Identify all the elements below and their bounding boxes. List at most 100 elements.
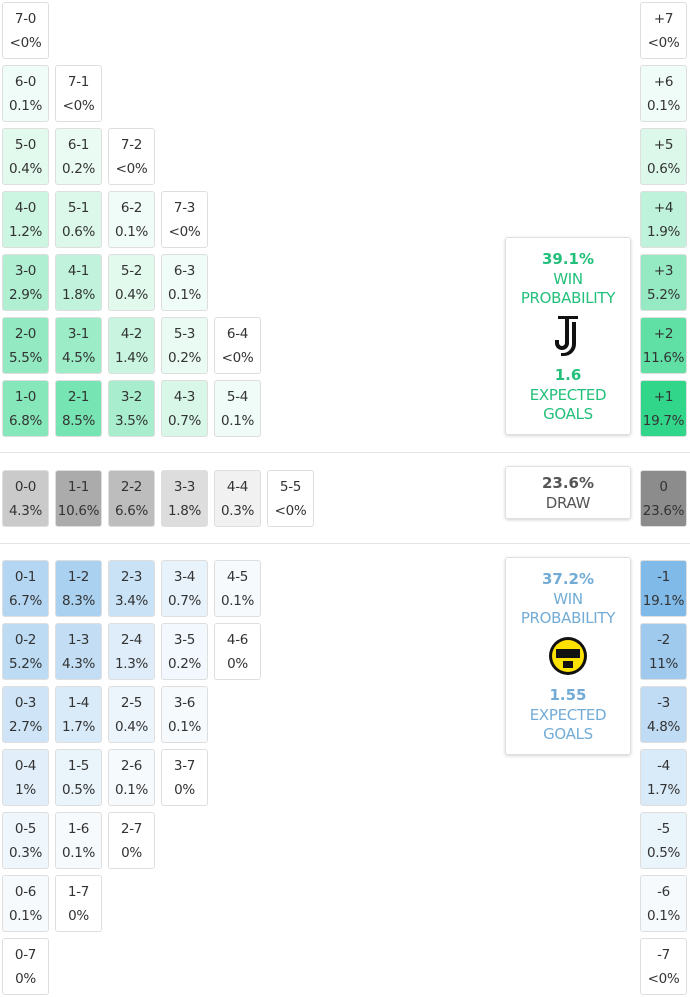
probability: 0.4% <box>8 160 43 177</box>
draw-pct: 23.6% <box>541 474 595 492</box>
probability: 0.1% <box>114 781 149 798</box>
score: 0 <box>659 478 668 495</box>
score-cell: 4-0 1.2% <box>2 191 49 248</box>
win-pct: 39.1% <box>541 250 595 268</box>
probability: 0% <box>227 655 248 672</box>
score-cell: -2 11% <box>640 623 687 680</box>
score: 0-3 <box>14 694 37 711</box>
score-cell: 3-3 1.8% <box>161 470 208 527</box>
xg: 1.6 <box>554 366 582 384</box>
probability: 0.5% <box>646 844 681 861</box>
score-cell: 0-0 4.3% <box>2 470 49 527</box>
score-cell: 4-5 0.1% <box>214 560 261 617</box>
probability: 0.1% <box>114 223 149 240</box>
probability: 0% <box>121 844 142 861</box>
score-cell: 5-1 0.6% <box>55 191 102 248</box>
score-cell: 4-3 0.7% <box>161 380 208 437</box>
separator <box>0 543 690 544</box>
score: +7 <box>653 10 674 27</box>
score-cell: 0 23.6% <box>640 470 687 527</box>
probability: 6.6% <box>114 502 149 519</box>
score: 4-2 <box>120 325 143 342</box>
probability: 0.1% <box>8 907 43 924</box>
probability: 4.8% <box>646 718 681 735</box>
score-cell: 7-0 <0% <box>2 2 49 59</box>
probability: 0% <box>68 907 89 924</box>
probability: 0.7% <box>167 592 202 609</box>
probability: <0% <box>647 34 680 51</box>
score: 1-7 <box>67 883 90 900</box>
probability: 0.1% <box>8 97 43 114</box>
score-cell: +2 11.6% <box>640 317 687 374</box>
score: 4-6 <box>226 631 249 648</box>
probability: 1.8% <box>61 286 96 303</box>
score: 2-0 <box>14 325 37 342</box>
probability: <0% <box>647 970 680 987</box>
score: 3-0 <box>14 262 37 279</box>
score-cell: 4-4 0.3% <box>214 470 261 527</box>
probability: 0.1% <box>167 286 202 303</box>
score: 3-5 <box>173 631 196 648</box>
score-cell: +3 5.2% <box>640 254 687 311</box>
xg-label: EXPECTED GOALS <box>529 386 607 423</box>
score: -3 <box>657 694 670 711</box>
score: +6 <box>653 73 674 90</box>
score-cell: 2-2 6.6% <box>108 470 155 527</box>
score-cell: 4-6 0% <box>214 623 261 680</box>
score: -4 <box>657 757 670 774</box>
probability: 0% <box>15 970 36 987</box>
score: 6-2 <box>120 199 143 216</box>
probability: <0% <box>168 223 201 240</box>
probability: 0.4% <box>114 286 149 303</box>
score: 2-7 <box>120 820 143 837</box>
score-cell: 1-6 0.1% <box>55 812 102 869</box>
probability: 4.3% <box>8 502 43 519</box>
score: -6 <box>657 883 670 900</box>
probability: 1% <box>15 781 36 798</box>
probability: 11% <box>648 655 679 672</box>
score-cell: 0-4 1% <box>2 749 49 806</box>
probability: 1.9% <box>646 223 681 240</box>
score-cell: 5-2 0.4% <box>108 254 155 311</box>
away-logo <box>549 637 587 675</box>
score: -1 <box>657 568 670 585</box>
score-cell: 2-3 3.4% <box>108 560 155 617</box>
score-cell: 0-7 0% <box>2 938 49 995</box>
probability: 11.6% <box>642 349 685 366</box>
score: 3-1 <box>67 325 90 342</box>
probability: 2.7% <box>8 718 43 735</box>
score-cell: -3 4.8% <box>640 686 687 743</box>
score-cell: 0-3 2.7% <box>2 686 49 743</box>
separator <box>0 452 690 453</box>
probability: 3.4% <box>114 592 149 609</box>
probability: 0.5% <box>61 781 96 798</box>
score: 0-1 <box>14 568 37 585</box>
score: 3-2 <box>120 388 143 405</box>
probability: 0.2% <box>167 349 202 366</box>
score: 7-0 <box>14 10 37 27</box>
score: 5-5 <box>279 478 302 495</box>
probability: 0.1% <box>61 844 96 861</box>
score: 4-3 <box>173 388 196 405</box>
score: +4 <box>653 199 674 216</box>
score: 0-7 <box>14 946 37 963</box>
score-cell: 3-7 0% <box>161 749 208 806</box>
home-summary: 39.1% WIN PROBABILITY 1.6 EXPECTED GOALS <box>505 237 631 435</box>
score: 2-3 <box>120 568 143 585</box>
probability: 3.5% <box>114 412 149 429</box>
score: 0-2 <box>14 631 37 648</box>
score-cell: 6-4 <0% <box>214 317 261 374</box>
away-summary: 37.2% WIN PROBABILITY 1.55 EXPECTED GOAL… <box>505 557 631 755</box>
score: 3-4 <box>173 568 196 585</box>
score: -5 <box>657 820 670 837</box>
probability: <0% <box>62 97 95 114</box>
score-cell: 7-3 <0% <box>161 191 208 248</box>
score: 4-5 <box>226 568 249 585</box>
score-cell: +6 0.1% <box>640 65 687 122</box>
draw-label: DRAW <box>545 494 591 512</box>
score: 6-0 <box>14 73 37 90</box>
probability: 6.7% <box>8 592 43 609</box>
score-cell: +4 1.9% <box>640 191 687 248</box>
score: 2-2 <box>120 478 143 495</box>
